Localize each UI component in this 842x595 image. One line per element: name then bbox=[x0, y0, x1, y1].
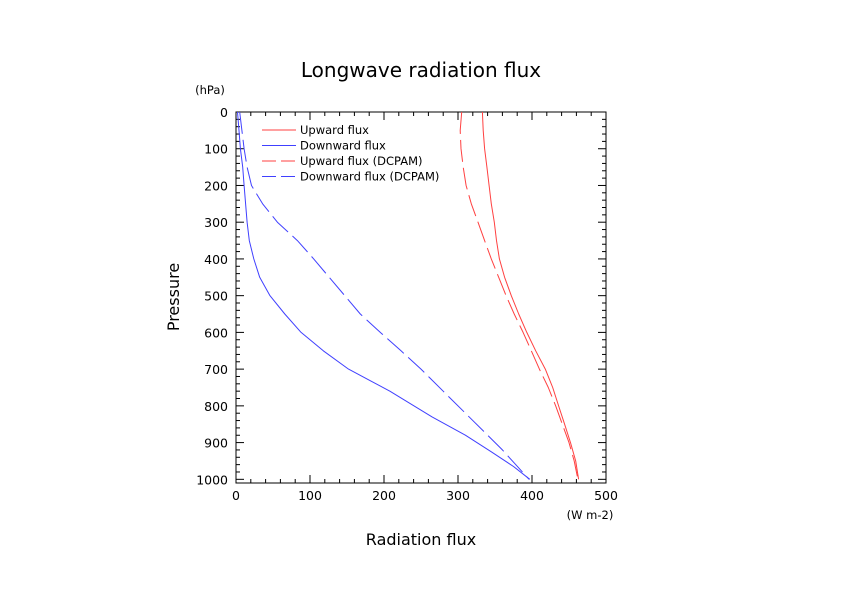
y-tick-label: 0 bbox=[220, 105, 228, 120]
chart-title: Longwave radiation flux bbox=[301, 58, 541, 82]
x-tick-label: 100 bbox=[298, 488, 322, 503]
series-line-upward-flux bbox=[481, 111, 580, 480]
y-tick-label: 400 bbox=[204, 252, 228, 267]
y-tick-label: 700 bbox=[204, 362, 228, 377]
legend-label: Downward flux bbox=[300, 139, 386, 153]
legend-label: Downward flux (DCPAM) bbox=[300, 170, 439, 184]
y-tick-label: 800 bbox=[204, 399, 228, 414]
x-tick-label: 500 bbox=[594, 488, 618, 503]
y-axis-label: Pressure bbox=[164, 263, 183, 331]
y-axis: 0 100 200 300 400 500 600 700 800 900 1000 bbox=[196, 105, 606, 487]
x-tick-label: 200 bbox=[372, 488, 396, 503]
series-layer bbox=[237, 111, 580, 480]
y-unit-label: (hPa) bbox=[195, 83, 225, 97]
plot-frame bbox=[235, 111, 607, 484]
y-tick-label: 900 bbox=[204, 436, 228, 451]
x-tick-label: 400 bbox=[520, 488, 544, 503]
y-tick-label: 1000 bbox=[196, 472, 228, 487]
plot-area bbox=[235, 111, 607, 484]
x-tick-label: 0 bbox=[232, 488, 240, 503]
x-tick-label: 300 bbox=[446, 488, 470, 503]
y-tick-label: 500 bbox=[204, 289, 228, 304]
series-line-upward-flux-dcpam bbox=[459, 111, 579, 480]
y-tick-label: 200 bbox=[204, 178, 228, 193]
x-axis-label: Radiation flux bbox=[366, 530, 476, 549]
y-tick-label: 300 bbox=[204, 215, 228, 230]
series-line-downward-flux bbox=[237, 111, 531, 480]
y-tick-label: 600 bbox=[204, 325, 228, 340]
y-tick-label: 100 bbox=[204, 142, 228, 157]
x-unit-label: (W m-2) bbox=[567, 508, 614, 522]
series-line-downward-flux-dcpam bbox=[239, 111, 530, 480]
legend-label: Upward flux (DCPAM) bbox=[300, 154, 423, 168]
legend-label: Upward flux bbox=[300, 123, 369, 137]
x-axis: 0 100 200 300 400 500 bbox=[232, 112, 618, 503]
